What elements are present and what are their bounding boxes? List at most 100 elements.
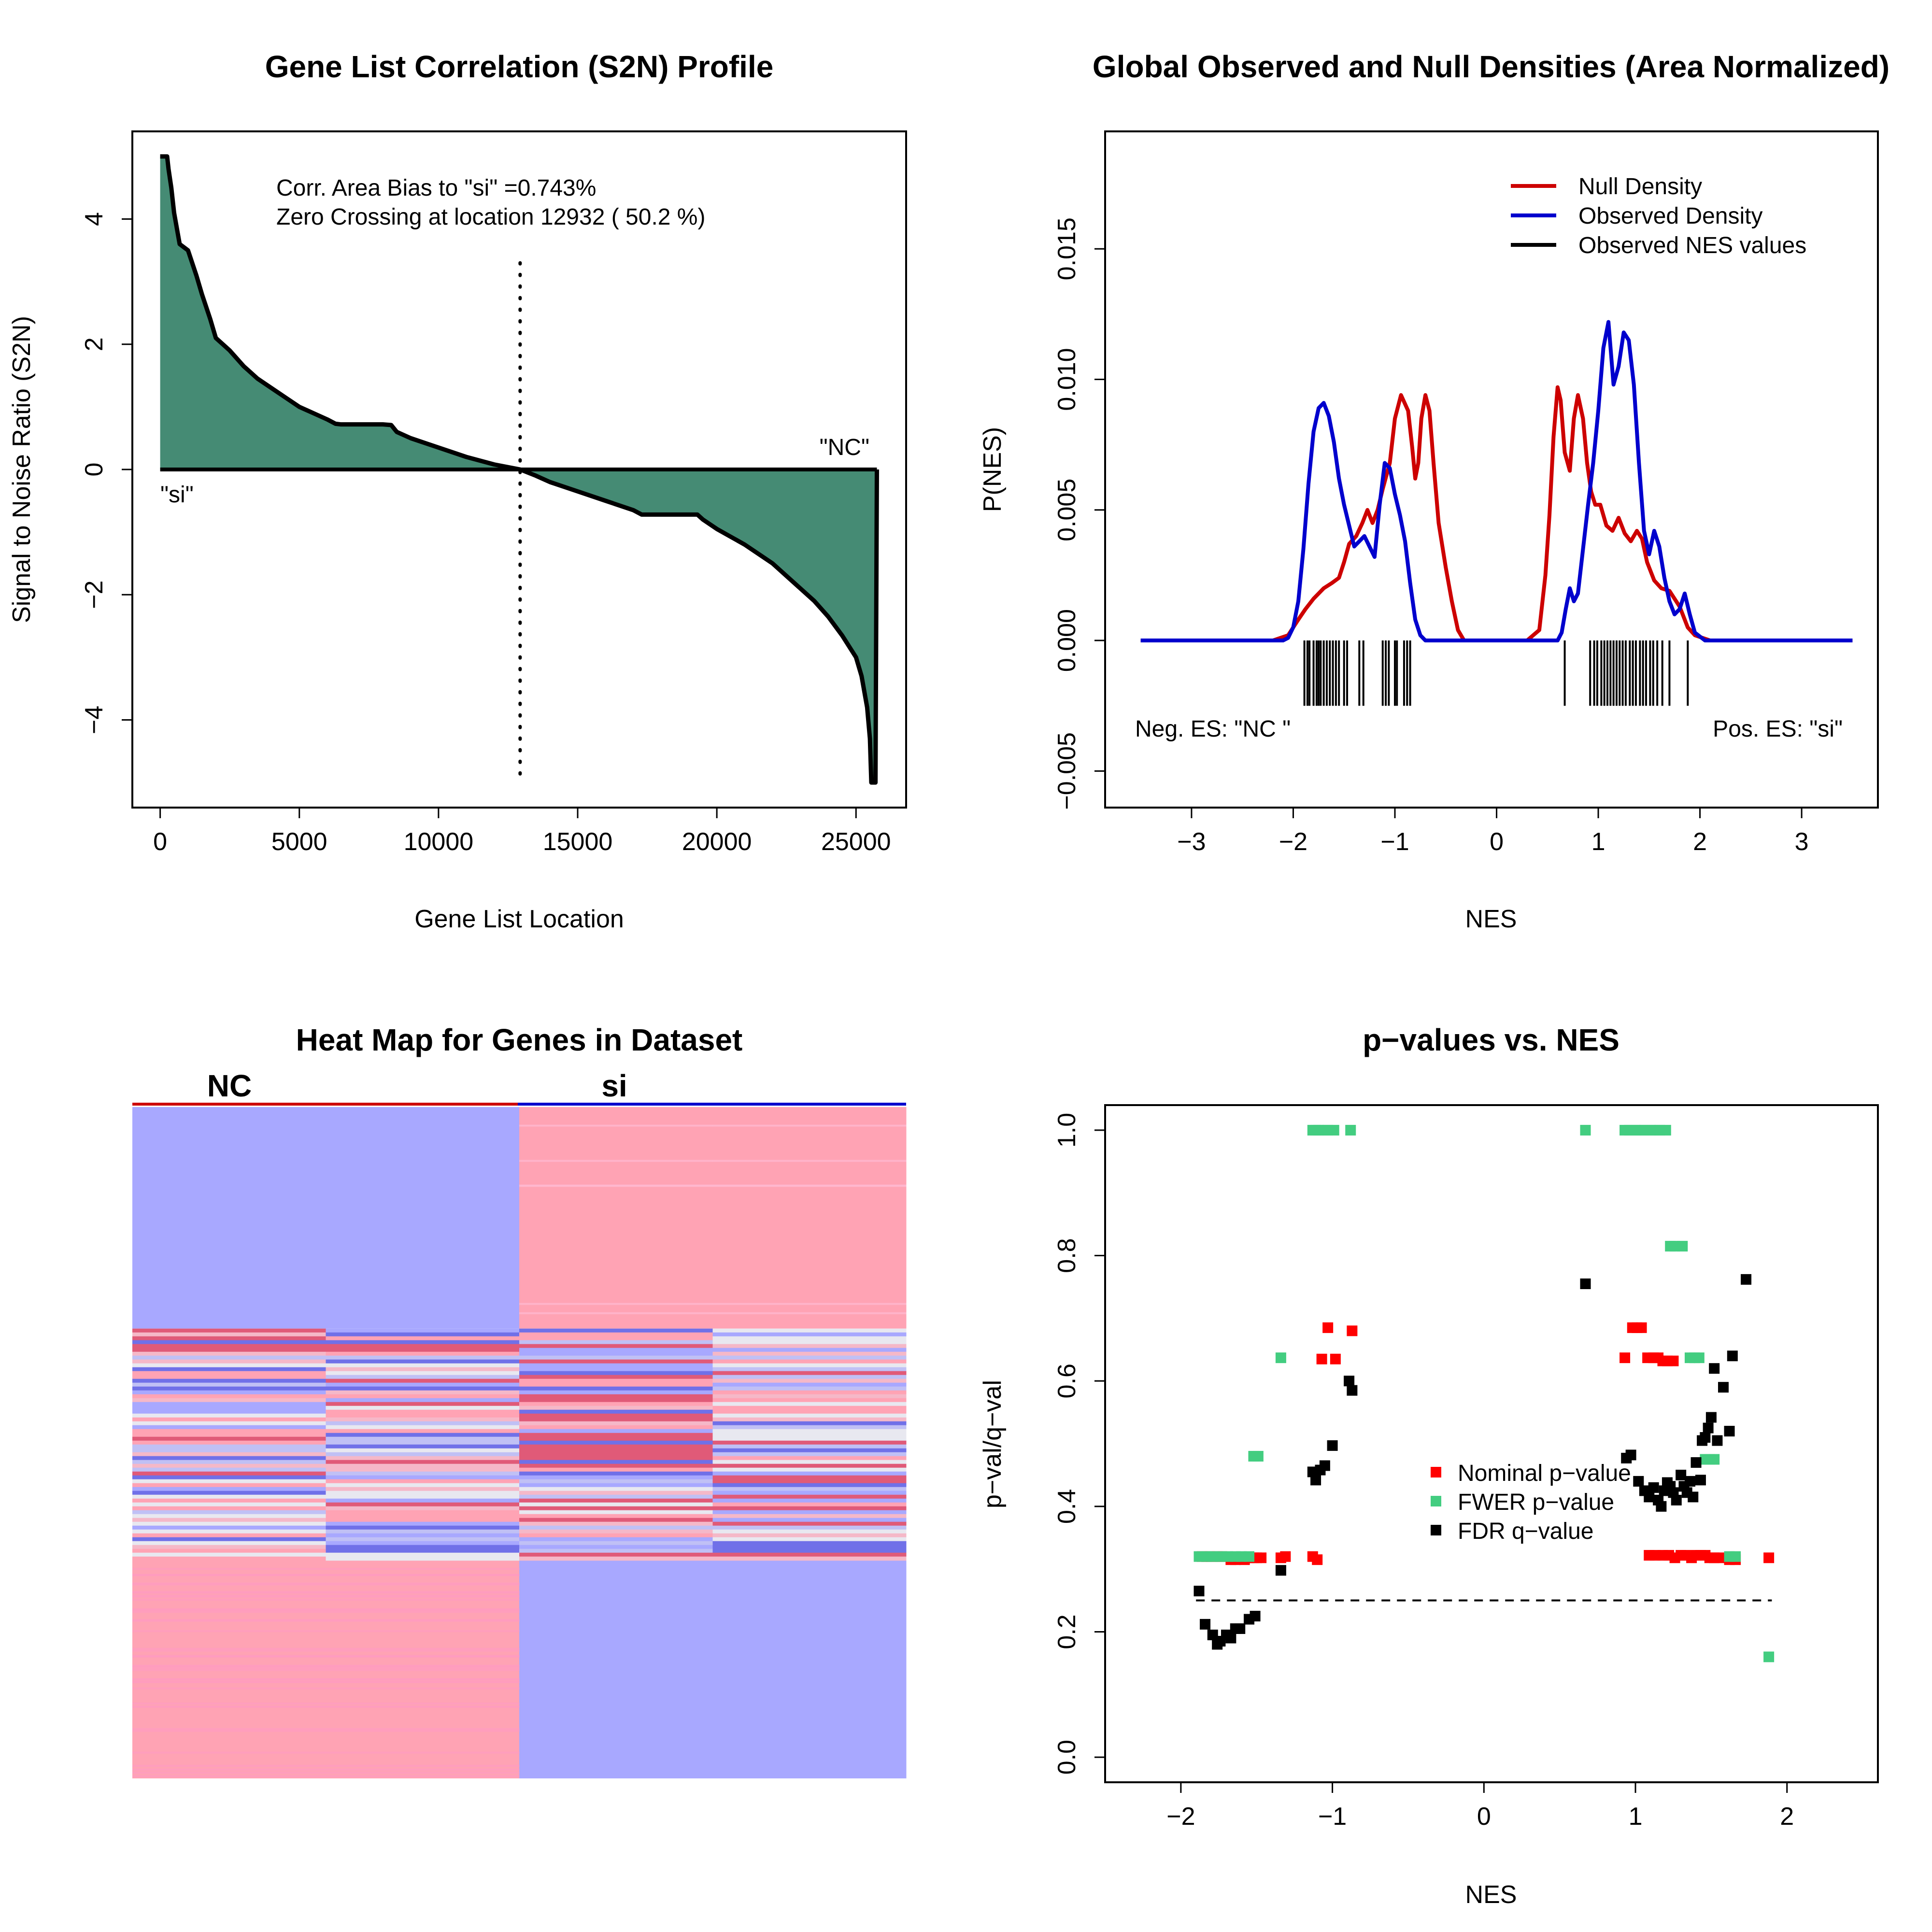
heatmap-stripe — [326, 1728, 520, 1730]
heatmap-cell — [712, 1463, 907, 1468]
heatmap-cell — [519, 1386, 713, 1391]
heatmap-cell — [326, 1456, 520, 1461]
heatmap-stripe — [132, 1705, 326, 1708]
heatmap-stripe — [326, 1649, 520, 1652]
heatmap-cell — [519, 1406, 713, 1410]
s2n-x-tick-label: 25000 — [821, 828, 891, 856]
heatmap-cell — [519, 1421, 713, 1426]
heatmap-stripe — [712, 1184, 907, 1187]
heatmap-cell — [132, 1518, 326, 1522]
legend-nes-label: Observed NES values — [1578, 233, 1806, 258]
fdr-qvalue-point — [1648, 1482, 1659, 1493]
heatmap-cell — [132, 1448, 326, 1453]
heatmap-cell — [132, 1386, 326, 1391]
s2n-y-tick-label: 2 — [80, 337, 108, 351]
heatmap-cell — [132, 1336, 326, 1341]
heatmap-cell — [519, 1382, 713, 1387]
density-plot-area — [1140, 320, 1853, 706]
s2n-x-label: Gene List Location — [414, 905, 624, 933]
heatmap-cell — [519, 1529, 713, 1534]
heatmap-stripe — [712, 1303, 907, 1305]
heatmap-cell — [326, 1529, 520, 1534]
heatmap-cell — [132, 1421, 326, 1426]
density-neg-es-label: Neg. ES: "NC " — [1135, 716, 1291, 742]
pvalue-y-tick-label: 1.0 — [1053, 1113, 1081, 1148]
fdr-qvalue-point — [1671, 1494, 1682, 1506]
heatmap-stripe — [132, 1630, 326, 1632]
heatmap-cell — [519, 1371, 713, 1376]
heatmap-cell — [712, 1448, 907, 1453]
s2n-plot-frame — [131, 130, 907, 809]
heatmap-cell — [132, 1433, 326, 1437]
s2n-profile-panel: Gene List Correlation (S2N) Profile 0 500… — [8, 49, 907, 933]
heatmap-cell — [132, 1332, 326, 1337]
pvalue-y-tick-label: 0.6 — [1053, 1364, 1081, 1398]
heatmap-cell — [519, 1456, 713, 1461]
heatmap-cell — [326, 1452, 520, 1457]
heatmap-stripe — [326, 1619, 520, 1621]
heatmap-stripe — [132, 1591, 326, 1594]
heatmap-cell — [326, 1533, 520, 1538]
density-panel: Global Observed and Null Densities (Area… — [979, 49, 1889, 933]
heatmap-cell — [712, 1351, 907, 1356]
heatmap-cell — [326, 1541, 520, 1546]
heatmap-cells — [132, 1107, 907, 1778]
heatmap-stripe — [132, 1591, 326, 1593]
fdr-qvalue-point — [1633, 1476, 1644, 1487]
nominal-pvalue-point — [1763, 1552, 1775, 1563]
heatmap-cell — [712, 1471, 907, 1476]
nominal-pvalue-point — [1636, 1322, 1647, 1333]
heatmap-cell — [132, 1425, 326, 1430]
heatmap-cell — [132, 1440, 326, 1445]
heatmap-cell — [326, 1514, 520, 1519]
heatmap-cell — [326, 1390, 520, 1395]
heatmap-stripe — [326, 1667, 520, 1669]
heatmap-cell — [712, 1367, 907, 1372]
pvalue-x-tick-label: 1 — [1629, 1803, 1643, 1831]
s2n-y-tick-label: 4 — [80, 212, 108, 226]
fdr-qvalue-point — [1347, 1385, 1358, 1396]
fwer-pvalue-point — [1244, 1551, 1255, 1562]
heatmap-group-label-si: si — [601, 1068, 627, 1103]
heatmap-cell — [132, 1328, 326, 1333]
heatmap-cell — [132, 1375, 326, 1379]
fwer-pvalue-point — [1730, 1551, 1741, 1562]
heatmap-cell — [326, 1425, 520, 1430]
heatmap-cell — [519, 1355, 713, 1360]
density-x-tick-label: −1 — [1380, 828, 1409, 856]
heatmap-cell — [132, 1378, 326, 1383]
heatmap-cell — [132, 1498, 326, 1503]
heatmap-cell — [326, 1382, 520, 1387]
density-legend: Null Density Observed Density Observed N… — [1511, 174, 1806, 258]
heatmap-cell — [519, 1502, 713, 1507]
heatmap-cell — [712, 1436, 907, 1441]
heatmap-cell — [326, 1487, 520, 1492]
s2n-x-tick-label: 20000 — [682, 828, 752, 856]
heatmap-cell — [132, 1491, 326, 1495]
heatmap-cell — [712, 1398, 907, 1403]
density-y-tick-label: 0.010 — [1053, 348, 1081, 411]
heatmap-cell — [519, 1494, 713, 1499]
heatmap-cell — [712, 1475, 907, 1480]
observed-density-line — [1140, 320, 1853, 643]
heatmap-cell — [326, 1491, 520, 1495]
heatmap-cell — [519, 1328, 713, 1333]
heatmap-stripe — [326, 1768, 520, 1771]
heatmap-cell — [712, 1525, 907, 1530]
s2n-title: Gene List Correlation (S2N) Profile — [265, 49, 774, 84]
heatmap-cell — [132, 1529, 326, 1534]
heatmap-cell — [519, 1479, 713, 1484]
heatmap-cell — [712, 1460, 907, 1464]
heatmap-cell — [519, 1467, 713, 1472]
fdr-qvalue-point — [1580, 1278, 1591, 1289]
heatmap-cell — [712, 1552, 907, 1557]
heatmap-cell — [326, 1394, 520, 1399]
heatmap-stripe — [132, 1681, 326, 1683]
fwer-pvalue-point — [1709, 1454, 1720, 1465]
pvalue-x-tick-label: −2 — [1166, 1803, 1195, 1831]
heatmap-cell — [519, 1518, 713, 1522]
heatmap-cell — [519, 1548, 713, 1553]
heatmap-cell — [712, 1533, 907, 1538]
heatmap-cell — [519, 1363, 713, 1368]
heatmap-cell — [132, 1363, 326, 1368]
